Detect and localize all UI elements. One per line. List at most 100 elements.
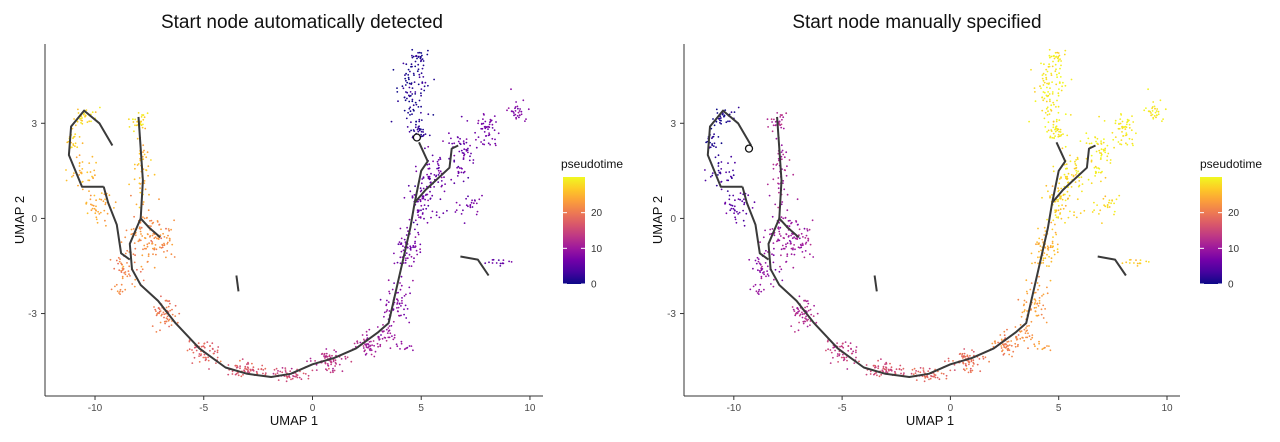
cell-point	[1103, 204, 1105, 207]
cell-point	[772, 167, 775, 170]
cell-point	[191, 362, 194, 364]
cell-point	[1003, 346, 1006, 349]
cell-point	[780, 216, 783, 219]
cell-point	[420, 59, 423, 62]
cell-point	[155, 248, 158, 251]
cell-point	[328, 367, 330, 370]
cell-point	[1108, 201, 1110, 204]
cell-point	[778, 270, 781, 273]
cell-point	[370, 340, 372, 343]
cell-point	[136, 164, 139, 166]
cell-point	[420, 92, 422, 95]
cell-point	[1025, 301, 1028, 303]
cell-point	[798, 314, 801, 317]
cell-point	[165, 256, 167, 259]
cell-point	[485, 126, 488, 128]
cell-point	[1045, 100, 1048, 103]
cell-point	[1025, 290, 1028, 293]
cell-point	[92, 177, 94, 180]
cell-point	[810, 313, 813, 316]
cell-point	[1002, 343, 1005, 346]
cell-point	[1078, 180, 1081, 182]
cell-point	[1155, 110, 1158, 112]
cell-point	[370, 353, 373, 356]
cell-point	[1059, 128, 1062, 131]
cell-point	[806, 319, 808, 322]
cell-point	[403, 238, 406, 241]
cell-point	[1044, 111, 1047, 114]
cell-point	[475, 146, 478, 149]
cell-point	[422, 208, 425, 211]
cell-point	[720, 168, 723, 170]
cell-point	[771, 215, 774, 218]
cell-point	[999, 334, 1002, 336]
cell-point	[783, 156, 786, 159]
cell-point	[463, 148, 466, 151]
cell-point	[1062, 207, 1065, 210]
cell-point	[128, 126, 131, 128]
cell-point	[1067, 172, 1070, 175]
cell-point	[816, 312, 819, 315]
cell-point	[408, 218, 411, 221]
cell-point	[406, 91, 409, 94]
cell-point	[781, 279, 784, 282]
cell-point	[450, 178, 453, 181]
cell-point	[1041, 109, 1044, 112]
cell-point	[165, 317, 168, 320]
cell-point	[1152, 117, 1155, 120]
cell-point	[772, 261, 775, 264]
cell-point	[1054, 130, 1057, 133]
cell-point	[733, 205, 736, 208]
cell-point	[90, 120, 92, 123]
cell-point	[1046, 106, 1049, 109]
cell-point	[122, 265, 125, 268]
cell-point	[126, 262, 128, 264]
cell-point	[296, 376, 299, 379]
cell-point	[1131, 142, 1134, 145]
cell-point	[1096, 204, 1098, 207]
cell-point	[1020, 315, 1023, 318]
cell-point	[1145, 107, 1147, 109]
cell-point	[116, 290, 119, 293]
cell-point	[453, 154, 456, 157]
cell-point	[424, 147, 426, 150]
cell-point	[193, 356, 196, 359]
cell-point	[386, 309, 389, 311]
cell-point	[796, 312, 799, 315]
cell-point	[1038, 302, 1041, 305]
cell-point	[777, 177, 780, 179]
cell-point	[462, 209, 464, 212]
cell-point	[1050, 74, 1053, 76]
cell-point	[711, 144, 714, 147]
cell-point	[801, 311, 803, 314]
cell-point	[72, 137, 74, 140]
cell-point	[779, 116, 782, 118]
cell-point	[1113, 146, 1115, 149]
cell-point	[428, 175, 431, 178]
cell-point	[780, 144, 783, 147]
cell-point	[143, 217, 146, 220]
cell-point	[391, 288, 394, 291]
cell-point	[410, 82, 413, 84]
cell-point	[119, 258, 121, 260]
cell-point	[387, 301, 390, 303]
cell-point	[471, 206, 474, 208]
cell-point	[416, 223, 419, 226]
cell-point	[140, 116, 143, 118]
cell-point	[1054, 63, 1057, 66]
cell-point	[330, 363, 332, 366]
cell-point	[400, 275, 403, 278]
cell-point	[141, 155, 144, 158]
cell-point	[899, 364, 902, 367]
cell-point	[198, 353, 201, 355]
cell-point	[966, 355, 969, 358]
cell-point	[780, 151, 783, 154]
cell-point	[275, 367, 278, 370]
cell-point	[386, 299, 388, 302]
cell-point	[491, 259, 494, 261]
cell-point	[402, 245, 404, 248]
cell-point	[1102, 197, 1105, 200]
cell-point	[331, 354, 333, 357]
cell-point	[1108, 206, 1111, 208]
cell-point	[1151, 110, 1154, 112]
